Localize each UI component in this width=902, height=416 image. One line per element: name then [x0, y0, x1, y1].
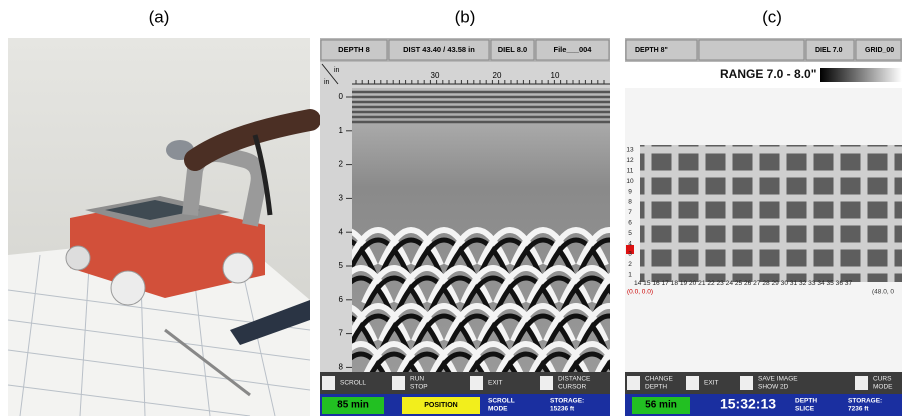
- button-label: CURS: [873, 376, 892, 383]
- button-label: SAVE IMAGE: [758, 376, 798, 383]
- button-label: CURSOR: [558, 384, 586, 391]
- end-label: (48.0, 0: [872, 289, 894, 296]
- panel-label: (b): [455, 7, 476, 26]
- status-label: 15:32:13: [720, 396, 776, 412]
- depth-label: 0: [339, 92, 344, 101]
- y-label: 6: [628, 220, 632, 227]
- depth-label: 3: [339, 194, 344, 203]
- status-label: SCROLL: [488, 398, 515, 405]
- status-label: SLICE: [795, 406, 815, 413]
- y-label: 3: [628, 251, 632, 258]
- header-text: DIEL 8.0: [498, 45, 527, 54]
- depth-label: 4: [339, 227, 344, 236]
- axis-unit: in: [334, 67, 340, 74]
- button-label: STOP: [410, 384, 428, 391]
- status-label: 85 min: [337, 400, 369, 411]
- y-label: 5: [628, 230, 632, 237]
- arrow-icon: [470, 376, 483, 390]
- button-label: EXIT: [488, 380, 502, 387]
- header-text: DIEL 7.0: [815, 47, 843, 54]
- depth-label: 7: [339, 329, 344, 338]
- button-label: SHOW 2D: [758, 384, 789, 391]
- y-label: 4: [628, 240, 632, 247]
- arrow-icon: [392, 376, 405, 390]
- status-label: MODE: [488, 406, 508, 413]
- radargram-panel: [315, 38, 655, 416]
- status-label: STORAGE:: [550, 398, 584, 405]
- button-label: MODE: [873, 384, 893, 391]
- header-cell: [699, 40, 804, 60]
- y-label: 13: [626, 147, 634, 154]
- depth-label: 8: [339, 363, 344, 372]
- y-label: 12: [626, 157, 634, 164]
- arrow-icon: [686, 376, 699, 390]
- distance-label: 20: [493, 71, 502, 80]
- panel-label: (a): [149, 7, 170, 26]
- button-label: RUN: [410, 376, 424, 383]
- depth-label: 6: [339, 295, 344, 304]
- button-label: DEPTH: [645, 384, 667, 391]
- axis-unit: in: [324, 79, 330, 86]
- depth-label: 5: [339, 261, 344, 270]
- wheel: [223, 253, 253, 283]
- depth-label: 2: [339, 160, 344, 169]
- range-title: RANGE 7.0 - 8.0": [720, 67, 816, 81]
- wheel: [66, 246, 90, 270]
- range-scale: [820, 68, 902, 82]
- status-label: 56 min: [645, 400, 677, 411]
- arrow-icon: [740, 376, 753, 390]
- header-text: DIST 43.40 / 43.58 in: [403, 45, 475, 54]
- header-text: File___004: [554, 45, 593, 54]
- x-labels: 14 15 16 17 18 19 20 21 22 23 24 25 26 2…: [634, 280, 852, 287]
- button-label: CHANGE: [645, 376, 673, 383]
- origin-label: (0.0, 0.0): [627, 289, 653, 296]
- arrow-icon: [322, 376, 335, 390]
- header-text: DEPTH 8: [338, 45, 370, 54]
- y-label: 10: [626, 178, 634, 185]
- y-label: 1: [628, 272, 632, 279]
- distance-label: 10: [551, 71, 560, 80]
- arrow-icon: [627, 376, 640, 390]
- button-label: DISTANCE: [558, 376, 591, 383]
- status-label: DEPTH: [795, 398, 817, 405]
- y-label: 9: [628, 188, 632, 195]
- cscan-panel: [625, 38, 902, 416]
- arrow-icon: [855, 376, 868, 390]
- y-label: 8: [628, 199, 632, 206]
- panel-label: (c): [762, 7, 782, 26]
- figure: (a) (b) (c) DEPTH 8 DIST 43.40 / 43.58 in DIE…: [0, 0, 902, 416]
- depth-label: 1: [339, 126, 344, 135]
- button-label: EXIT: [704, 380, 718, 387]
- status-label: 15236 ft: [550, 406, 575, 413]
- wheel: [111, 271, 145, 305]
- arrow-icon: [540, 376, 553, 390]
- status-label: STORAGE:: [848, 398, 882, 405]
- header-text: GRID_00: [865, 47, 894, 54]
- y-label: 11: [627, 168, 634, 175]
- status-label: 7236 ft: [848, 406, 869, 413]
- distance-label: 30: [431, 71, 440, 80]
- header-text: DEPTH 8": [635, 47, 668, 54]
- photo-panel: [8, 38, 310, 416]
- y-label: 7: [628, 209, 632, 216]
- y-label: 2: [628, 261, 632, 268]
- button-label: SCROLL: [340, 380, 366, 387]
- status-label: POSITION: [424, 402, 457, 409]
